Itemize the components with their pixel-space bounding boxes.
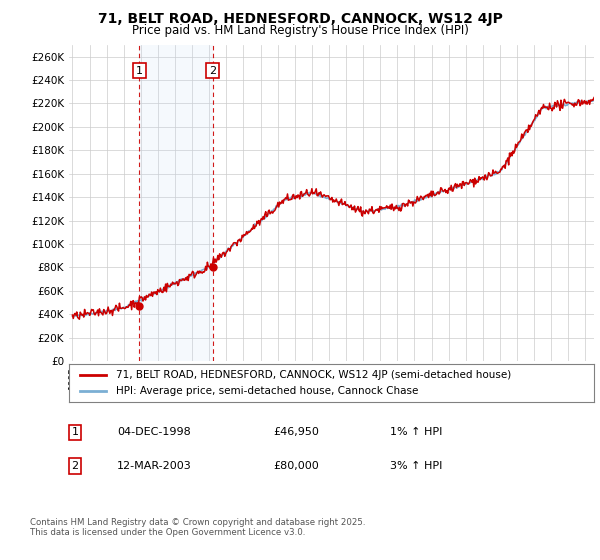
Text: 04-DEC-1998: 04-DEC-1998: [117, 427, 191, 437]
Bar: [139, 45, 213, 361]
Text: Contains HM Land Registry data © Crown copyright and database right 2025.
This d: Contains HM Land Registry data © Crown c…: [30, 518, 365, 538]
Text: 2: 2: [209, 66, 217, 76]
Text: 1: 1: [136, 66, 143, 76]
Text: £80,000: £80,000: [273, 461, 319, 471]
Text: HPI: Average price, semi-detached house, Cannock Chase: HPI: Average price, semi-detached house,…: [116, 386, 419, 396]
Text: £46,950: £46,950: [273, 427, 319, 437]
Text: 71, BELT ROAD, HEDNESFORD, CANNOCK, WS12 4JP: 71, BELT ROAD, HEDNESFORD, CANNOCK, WS12…: [98, 12, 502, 26]
Text: 1% ↑ HPI: 1% ↑ HPI: [390, 427, 442, 437]
Text: Price paid vs. HM Land Registry's House Price Index (HPI): Price paid vs. HM Land Registry's House …: [131, 24, 469, 37]
Text: 71, BELT ROAD, HEDNESFORD, CANNOCK, WS12 4JP (semi-detached house): 71, BELT ROAD, HEDNESFORD, CANNOCK, WS12…: [116, 370, 511, 380]
Text: 3% ↑ HPI: 3% ↑ HPI: [390, 461, 442, 471]
Text: 12-MAR-2003: 12-MAR-2003: [117, 461, 192, 471]
Text: 1: 1: [71, 427, 79, 437]
Text: 2: 2: [71, 461, 79, 471]
